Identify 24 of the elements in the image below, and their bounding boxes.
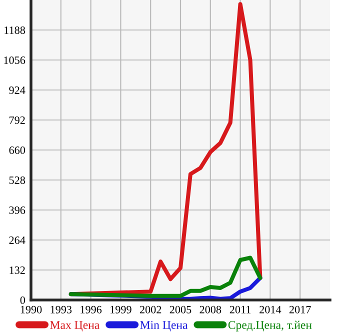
y-tick-label: 132 bbox=[10, 266, 25, 274]
y-tick-label: 1188 bbox=[4, 26, 26, 34]
x-tick-label: 1990 bbox=[20, 306, 42, 314]
legend-label: Сред.Цена, т.йен bbox=[228, 320, 312, 332]
y-tick-label: 660 bbox=[9, 146, 26, 154]
y-tick-label: 528 bbox=[9, 176, 26, 184]
y-tick-label: 264 bbox=[9, 236, 26, 244]
x-tick-label: 2014 bbox=[260, 306, 282, 314]
y-tick-label: 1056 bbox=[4, 56, 26, 64]
x-tick-label: 2002 bbox=[140, 306, 162, 314]
x-tick-label: 2005 bbox=[170, 306, 192, 314]
x-tick-label: 2017 bbox=[289, 306, 311, 314]
legend-label: Max Цена bbox=[50, 321, 100, 332]
x-tick-label: 1999 bbox=[110, 306, 132, 314]
y-tick-label: 792 bbox=[10, 116, 25, 124]
x-tick-label: 2011 bbox=[230, 306, 251, 314]
x-tick-label: 2008 bbox=[200, 306, 222, 314]
line-series bbox=[68, 256, 262, 298]
x-tick-label: 1993 bbox=[50, 306, 72, 314]
y-tick-label: 396 bbox=[9, 206, 26, 214]
x-tick-label: 1996 bbox=[80, 306, 102, 314]
y-tick-label: 0 bbox=[20, 296, 26, 304]
legend-label: Min Цена bbox=[140, 321, 188, 332]
y-tick-label: 924 bbox=[9, 86, 26, 94]
